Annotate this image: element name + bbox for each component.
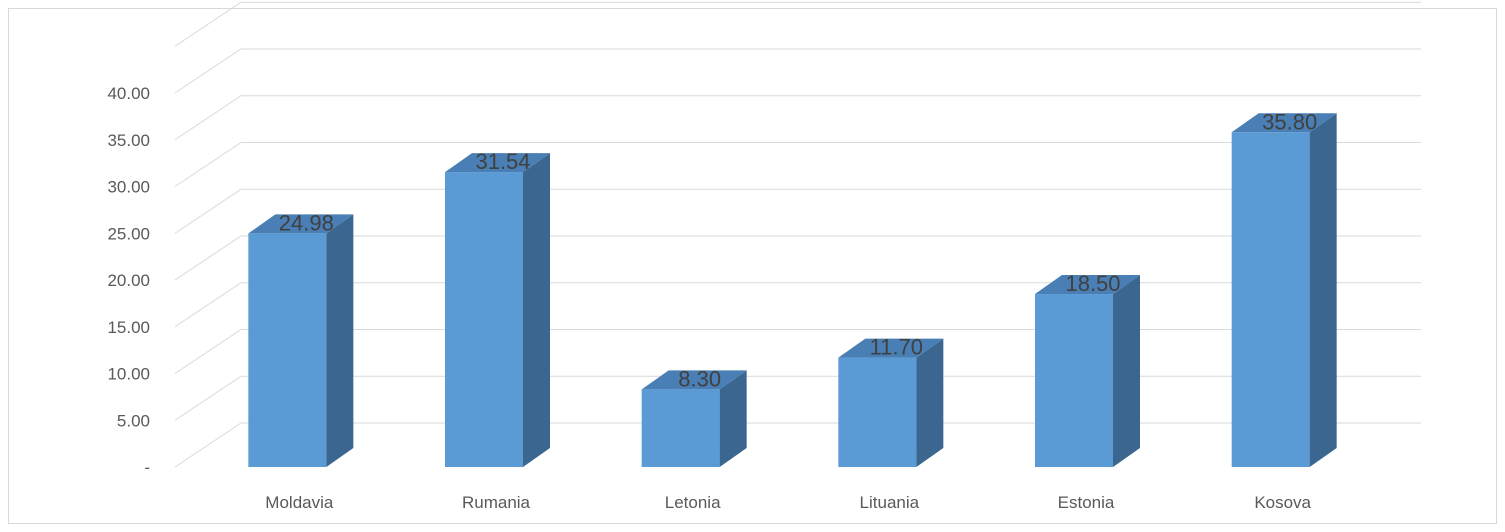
gridline (174, 282, 1421, 328)
data-label: 18.50 (1065, 271, 1120, 296)
y-tick-label: 5.00 (117, 411, 150, 430)
bar-side (1113, 275, 1140, 467)
gridline (174, 235, 1421, 281)
bar-moldavia (248, 214, 354, 467)
y-tick-label: 25.00 (107, 224, 150, 243)
bar-side (523, 153, 550, 467)
bar-front (641, 389, 720, 467)
gridline (174, 48, 1421, 94)
bar-side (1309, 113, 1337, 468)
x-tick-label: Lituania (860, 493, 920, 512)
x-tick-label: Kosova (1254, 493, 1311, 512)
gridline (174, 329, 1421, 374)
gridline (174, 188, 1421, 234)
bar-front (248, 233, 327, 467)
y-tick-label: 40.00 (107, 84, 150, 103)
bar-top (445, 153, 550, 173)
gridline (174, 95, 1421, 141)
y-axis: - 5.00 10.00 15.00 20.00 25.00 30.00 35.00 40.00 (107, 84, 150, 477)
gridline (174, 422, 1421, 468)
bar-top (248, 214, 354, 234)
bar-lituania (838, 338, 944, 467)
gridline (174, 1, 1421, 47)
bar-front (1231, 132, 1310, 467)
bar-front (445, 172, 523, 467)
bar-top (838, 338, 944, 358)
gridline (174, 375, 1421, 421)
y-tick-label: 15.00 (107, 318, 150, 337)
bar-kosova (1231, 113, 1337, 468)
data-label: 24.98 (279, 210, 334, 235)
x-tick-label: Letonia (665, 493, 721, 512)
data-label: 11.70 (870, 335, 923, 360)
bar-front (1035, 294, 1113, 467)
y-tick-label: 10.00 (107, 365, 150, 384)
y-tick-label: 35.00 (107, 131, 150, 150)
bar-rumania (445, 153, 550, 467)
data-labels: 24.98 31.54 8.30 11.70 18.50 35.80 (279, 109, 1317, 391)
data-label: 8.30 (678, 366, 721, 391)
bar-letonia (641, 370, 747, 467)
x-tick-label: Moldavia (265, 493, 334, 512)
x-axis: Moldavia Rumania Letonia Lituania Estonia Kos… (265, 493, 1311, 512)
x-tick-label: Rumania (462, 493, 531, 512)
bar-side (326, 214, 354, 467)
x-tick-label: Estonia (1058, 493, 1115, 512)
bar-estonia (1035, 275, 1140, 467)
gridline (174, 142, 1421, 187)
bar-top (641, 370, 747, 390)
bar-top (1035, 275, 1140, 295)
y-tick-label: 30.00 (107, 178, 150, 197)
bar-side (916, 338, 944, 467)
y-tick-label: 20.00 (107, 271, 150, 290)
bar-front (838, 357, 917, 467)
bar-side (719, 370, 747, 467)
bar-top (1231, 113, 1337, 133)
y-tick-label: - (144, 458, 150, 477)
data-label: 31.54 (475, 149, 530, 174)
data-label: 35.80 (1262, 109, 1317, 134)
gridlines (174, 1, 1421, 468)
bars (248, 113, 1337, 468)
